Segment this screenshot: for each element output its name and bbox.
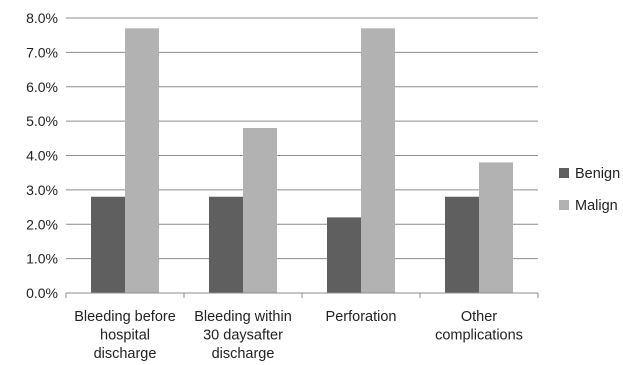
y-tick-label: 5.0% <box>26 113 58 129</box>
bar-benign-1 <box>91 196 125 293</box>
x-tick-label: Perforation <box>326 309 397 325</box>
bar-benign-3 <box>327 217 361 293</box>
bar-malign-4 <box>479 162 513 293</box>
legend-swatch-malign <box>559 200 569 210</box>
legend-label-malign: Malign <box>575 198 618 214</box>
y-axis-ticks: 0.0% 1.0% 2.0% 3.0% 4.0% 5.0% 6.0% 7.0% 8.0% <box>26 10 58 301</box>
legend: Benign Malign <box>559 166 620 214</box>
x-tick-label: complications <box>435 328 523 344</box>
y-tick-label: 0.0% <box>26 285 58 301</box>
y-tick-label: 1.0% <box>26 251 58 267</box>
y-tick-label: 7.0% <box>26 44 58 60</box>
x-tick-label: Other <box>461 309 497 325</box>
x-axis-ticks: Bleeding before hospital discharge Bleeding… <box>65 293 539 362</box>
x-tick-label: discharge <box>94 346 157 362</box>
x-tick-label: hospital <box>100 328 150 344</box>
x-tick-label: Bleeding within <box>194 309 292 325</box>
bars <box>91 28 513 293</box>
legend-label-benign: Benign <box>575 166 620 182</box>
legend-swatch-benign <box>559 168 569 178</box>
y-tick-label: 8.0% <box>26 10 58 26</box>
x-tick-label: discharge <box>212 346 275 362</box>
bar-malign-1 <box>125 28 159 293</box>
bar-malign-3 <box>361 28 395 293</box>
x-tick-label: Bleeding before <box>74 309 176 325</box>
bar-benign-4 <box>445 196 479 293</box>
y-tick-label: 4.0% <box>26 148 58 164</box>
bar-benign-2 <box>209 196 243 293</box>
y-tick-label: 6.0% <box>26 79 58 95</box>
x-tick-label: 30 daysafter <box>203 328 283 344</box>
y-tick-label: 3.0% <box>26 182 58 198</box>
bar-malign-2 <box>243 128 277 293</box>
y-tick-label: 2.0% <box>26 216 58 232</box>
